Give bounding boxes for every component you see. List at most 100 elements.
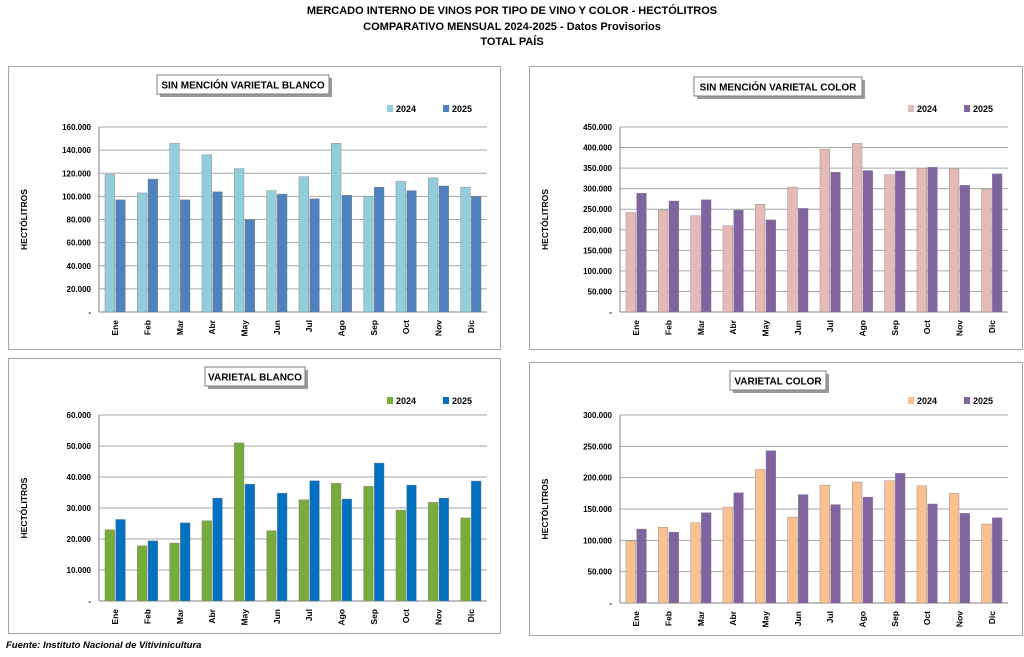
bar-2025-feb: [668, 531, 679, 604]
y-tick-label: 300.000: [583, 411, 612, 420]
y-tick-label: 60.000: [67, 411, 92, 420]
chart-sin-mencion-blanco: SIN MENCIÓN VARIETAL BLANCO - 20.000 40.000…: [18, 74, 487, 337]
chart-sin-mencion-color: SIN MENCIÓN VARIETAL COLOR - 50.000 100.000…: [539, 76, 1008, 337]
report-subtitle: COMPARATIVO MENSUAL 2024-2025 - Datos Pr…: [363, 20, 661, 33]
y-tick-label: 200.000: [583, 226, 612, 235]
bar-2025-dic: [992, 173, 1003, 313]
y-tick-label: 10.000: [67, 566, 92, 575]
bar-2025-jun: [277, 492, 288, 602]
bar-2025-dic: [471, 196, 482, 313]
x-tick-label: Sep: [890, 320, 900, 336]
bar-2024-sep: [363, 486, 374, 602]
chart-panel-sin-mencion-blanco: SIN MENCIÓN VARIETAL BLANCO - 20.000 40.000…: [8, 66, 501, 350]
chart-varietal-color: VARIETAL COLOR - 50.000 100.000 150.000 200.0…: [539, 370, 1008, 628]
bar-2025-sep: [895, 170, 906, 313]
legend-item-2024: 2024: [908, 104, 937, 114]
x-tick-label: Jul: [825, 611, 835, 623]
bar-2025-jun: [798, 208, 809, 313]
bar-2024-nov: [949, 493, 960, 604]
legend-swatch: [387, 397, 393, 404]
x-tick-label: Oct: [401, 609, 411, 623]
bar-2024-mar: [690, 522, 701, 604]
bar-2025-abr: [733, 492, 744, 604]
y-tick-label: 150.000: [583, 505, 612, 514]
x-tick-label: Ago: [858, 320, 868, 337]
x-tick-label: Feb: [143, 320, 153, 335]
x-tick-label: Mar: [696, 319, 706, 335]
x-tick-label: Abr: [207, 319, 217, 334]
bar-2025-sep: [374, 186, 385, 313]
y-tick-label: 160.000: [62, 123, 91, 132]
bar-2024-ene: [104, 529, 115, 602]
bar-2024-jul: [819, 148, 830, 313]
y-axis-label: HECTÓLITROS: [18, 189, 29, 250]
bar-2024-feb: [137, 192, 148, 313]
legend-swatch: [964, 105, 970, 112]
bar-2025-mar: [701, 512, 712, 604]
chart-title-box: SIN MENCIÓN VARIETAL COLOR: [693, 76, 865, 99]
bar-2025-may: [765, 450, 776, 604]
x-tick-label: May: [240, 609, 250, 626]
legend-label: 2025: [452, 396, 472, 406]
legend-label: 2025: [452, 104, 472, 114]
bar-2024-nov: [428, 177, 439, 313]
bar-2025-nov: [959, 513, 970, 604]
bar-2024-nov: [428, 502, 439, 602]
y-tick-label: 300.000: [583, 185, 612, 194]
x-tick-label: Dic: [466, 609, 476, 623]
bar-2025-ago: [341, 195, 352, 313]
x-tick-label: Mar: [175, 608, 185, 624]
bar-2024-may: [755, 469, 766, 604]
bar-2025-ago: [862, 170, 873, 313]
x-tick-label: May: [761, 611, 771, 628]
bar-2024-oct: [916, 167, 927, 313]
y-tick-label: 250.000: [583, 205, 612, 214]
bar-2025-abr: [212, 497, 223, 602]
chart-panel-sin-mencion-color: SIN MENCIÓN VARIETAL COLOR - 50.000 100.000…: [529, 66, 1023, 350]
bar-2025-may: [244, 219, 255, 313]
x-tick-label: Nov: [955, 611, 965, 627]
bar-2024-ago: [331, 482, 342, 602]
legend-label: 2024: [917, 104, 937, 114]
bar-2025-may: [765, 219, 776, 313]
y-tick-label: -: [609, 308, 612, 317]
x-tick-label: Feb: [143, 609, 153, 624]
y-tick-label: -: [609, 599, 612, 608]
report-header: MERCADO INTERNO DE VINOS POR TIPO DE VIN…: [0, 4, 1024, 51]
x-tick-label: Ene: [110, 320, 120, 336]
bar-2024-jul: [298, 499, 309, 602]
x-tick-label: Ene: [631, 611, 641, 627]
x-tick-label: May: [240, 320, 250, 337]
chart-title: SIN MENCIÓN VARIETAL BLANCO: [161, 79, 325, 92]
bar-2025-ene: [636, 192, 647, 313]
y-tick-label: 400.000: [583, 144, 612, 153]
bar-2024-ago: [852, 143, 863, 313]
x-tick-label: Ago: [858, 611, 868, 628]
bar-2024-abr: [201, 520, 212, 602]
y-axis-label: HECTÓLITROS: [18, 477, 29, 538]
bar-2025-jul: [309, 198, 320, 313]
bar-2025-jul: [830, 172, 841, 313]
x-tick-label: Dic: [987, 611, 997, 625]
bar-2024-abr: [722, 225, 733, 313]
bar-2024-sep: [363, 196, 374, 313]
x-tick-label: Nov: [434, 320, 444, 336]
bar-2024-abr: [201, 154, 212, 313]
y-tick-label: 450.000: [583, 123, 612, 132]
y-tick-label: 40.000: [67, 262, 92, 271]
x-tick-label: Ene: [110, 609, 120, 625]
x-tick-label: Jun: [793, 320, 803, 335]
x-tick-label: Oct: [401, 320, 411, 334]
source-note: Fuente: Instituto Nacional de Vitivinicu…: [6, 640, 202, 651]
x-tick-label: Jun: [793, 611, 803, 626]
legend-item-2025: 2025: [443, 104, 472, 114]
y-tick-label: 50.000: [67, 442, 92, 451]
bar-2024-dic: [981, 523, 992, 604]
bar-2024-ago: [331, 142, 342, 313]
x-tick-label: Oct: [922, 611, 932, 625]
legend-label: 2025: [973, 104, 993, 114]
bar-2025-abr: [212, 191, 223, 313]
x-tick-label: Jul: [825, 320, 835, 332]
legend-label: 2024: [917, 396, 937, 406]
bar-2025-jul: [309, 480, 320, 602]
